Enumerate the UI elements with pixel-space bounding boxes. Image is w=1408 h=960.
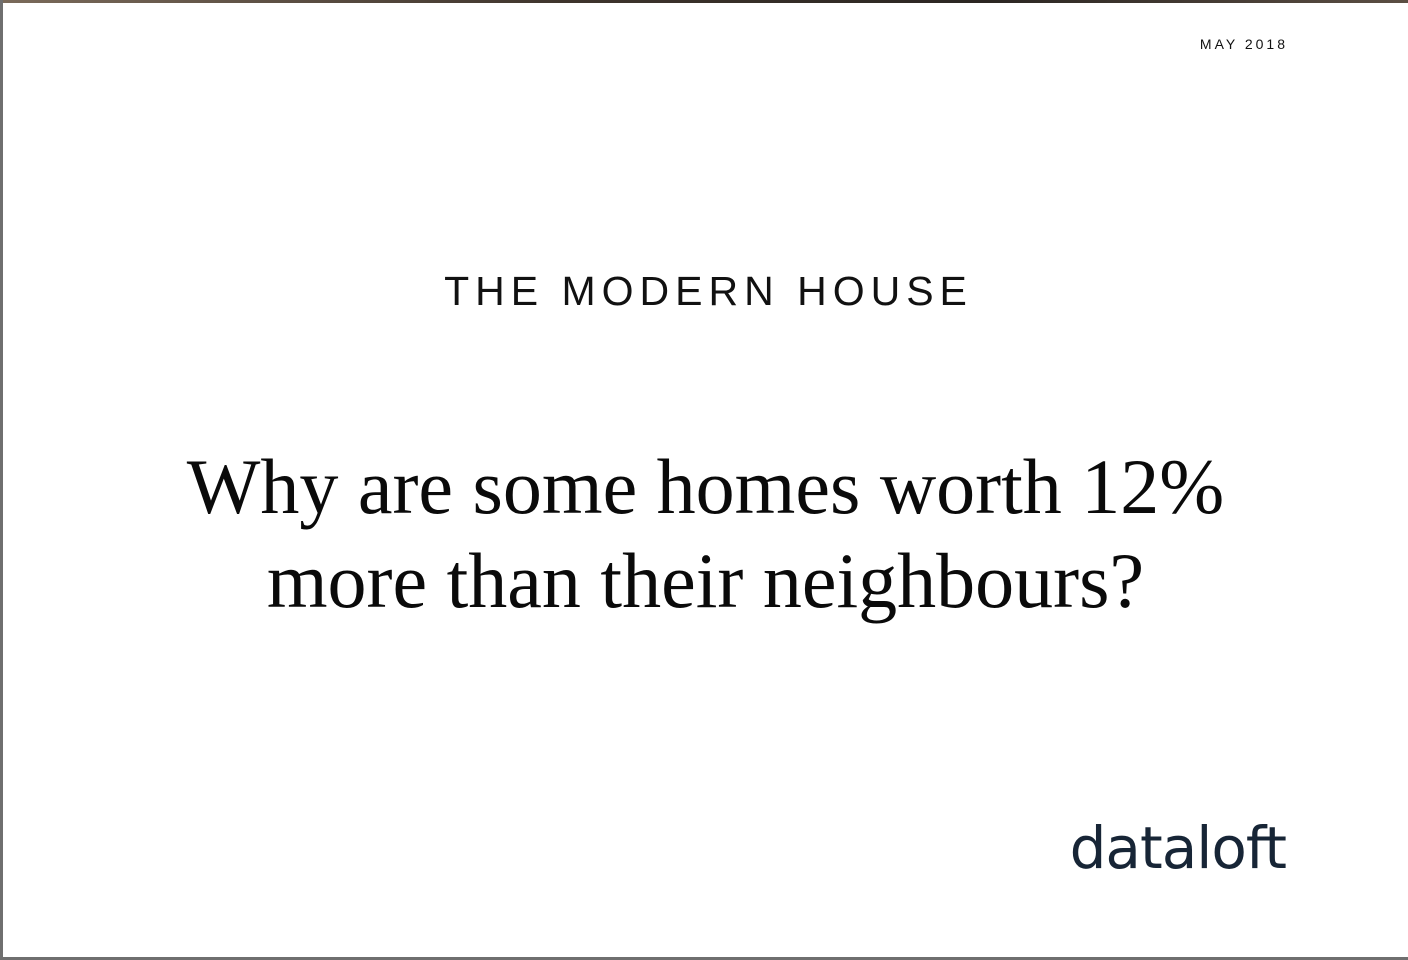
report-date: MAY 2018 (1199, 36, 1288, 52)
brand-title: THE MODERN HOUSE (444, 268, 973, 314)
headline: Why are some homes worth 12% more than t… (3, 440, 1408, 628)
headline-line-1: Why are some homes worth 12% (186, 443, 1225, 530)
top-image-strip (3, 0, 1408, 3)
headline-line-2: more than their neighbours? (266, 537, 1145, 624)
dataloft-logo: dataloft (1069, 814, 1287, 882)
